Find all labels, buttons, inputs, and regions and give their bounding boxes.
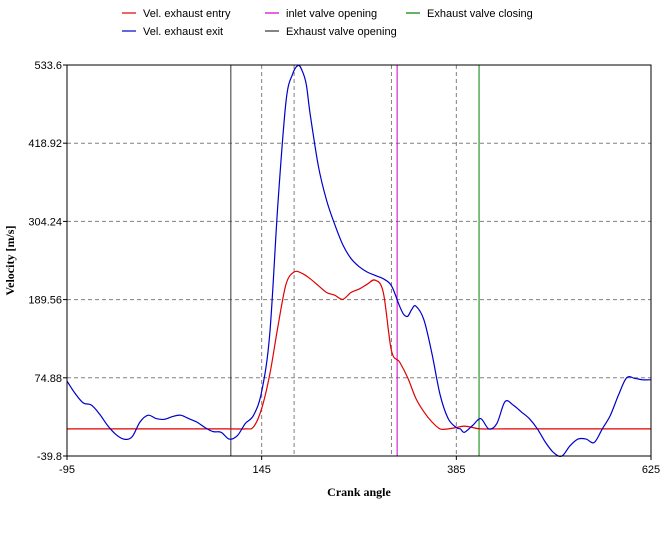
vel-exhaust-entry-line	[66, 270, 651, 431]
vel-exhaust-exit-line	[66, 64, 652, 457]
y-tick-label: 418.92	[28, 138, 62, 150]
y-tick-label: 533.6	[34, 60, 62, 72]
legend-label-exhaust-valve-closing: Exhaust valve closing	[427, 8, 533, 20]
y-tick-label: 304.24	[28, 216, 62, 228]
legend-label-vel-exhaust-exit: Vel. exhaust exit	[143, 26, 223, 38]
x-tick-label: 145	[252, 464, 270, 476]
x-tick-label: -95	[59, 464, 75, 476]
x-tick-label: 385	[447, 464, 465, 476]
valve-markers	[230, 65, 480, 456]
y-axis-ticks: -39.8 74.88 189.56 304.24 418.92 533.6	[28, 60, 67, 463]
grid	[67, 65, 651, 456]
y-tick-label: -39.8	[37, 451, 62, 463]
y-tick-label: 189.56	[28, 295, 62, 307]
y-tick-label: 74.88	[34, 373, 62, 385]
x-axis-ticks: -95 145 385 625	[59, 456, 660, 476]
legend: Vel. exhaust entry inlet valve opening Exh…	[122, 8, 533, 38]
legend-label-exhaust-valve-opening: Exhaust valve opening	[286, 26, 397, 38]
x-tick-label: 625	[642, 464, 660, 476]
data-series	[66, 64, 652, 457]
plot-frame	[66, 64, 652, 457]
y-axis-title: Velocity [m/s]	[3, 226, 17, 296]
x-axis-title: Crank angle	[327, 485, 391, 499]
legend-label-inlet-valve-opening: inlet valve opening	[286, 8, 377, 20]
legend-label-vel-exhaust-entry: Vel. exhaust entry	[143, 8, 231, 20]
